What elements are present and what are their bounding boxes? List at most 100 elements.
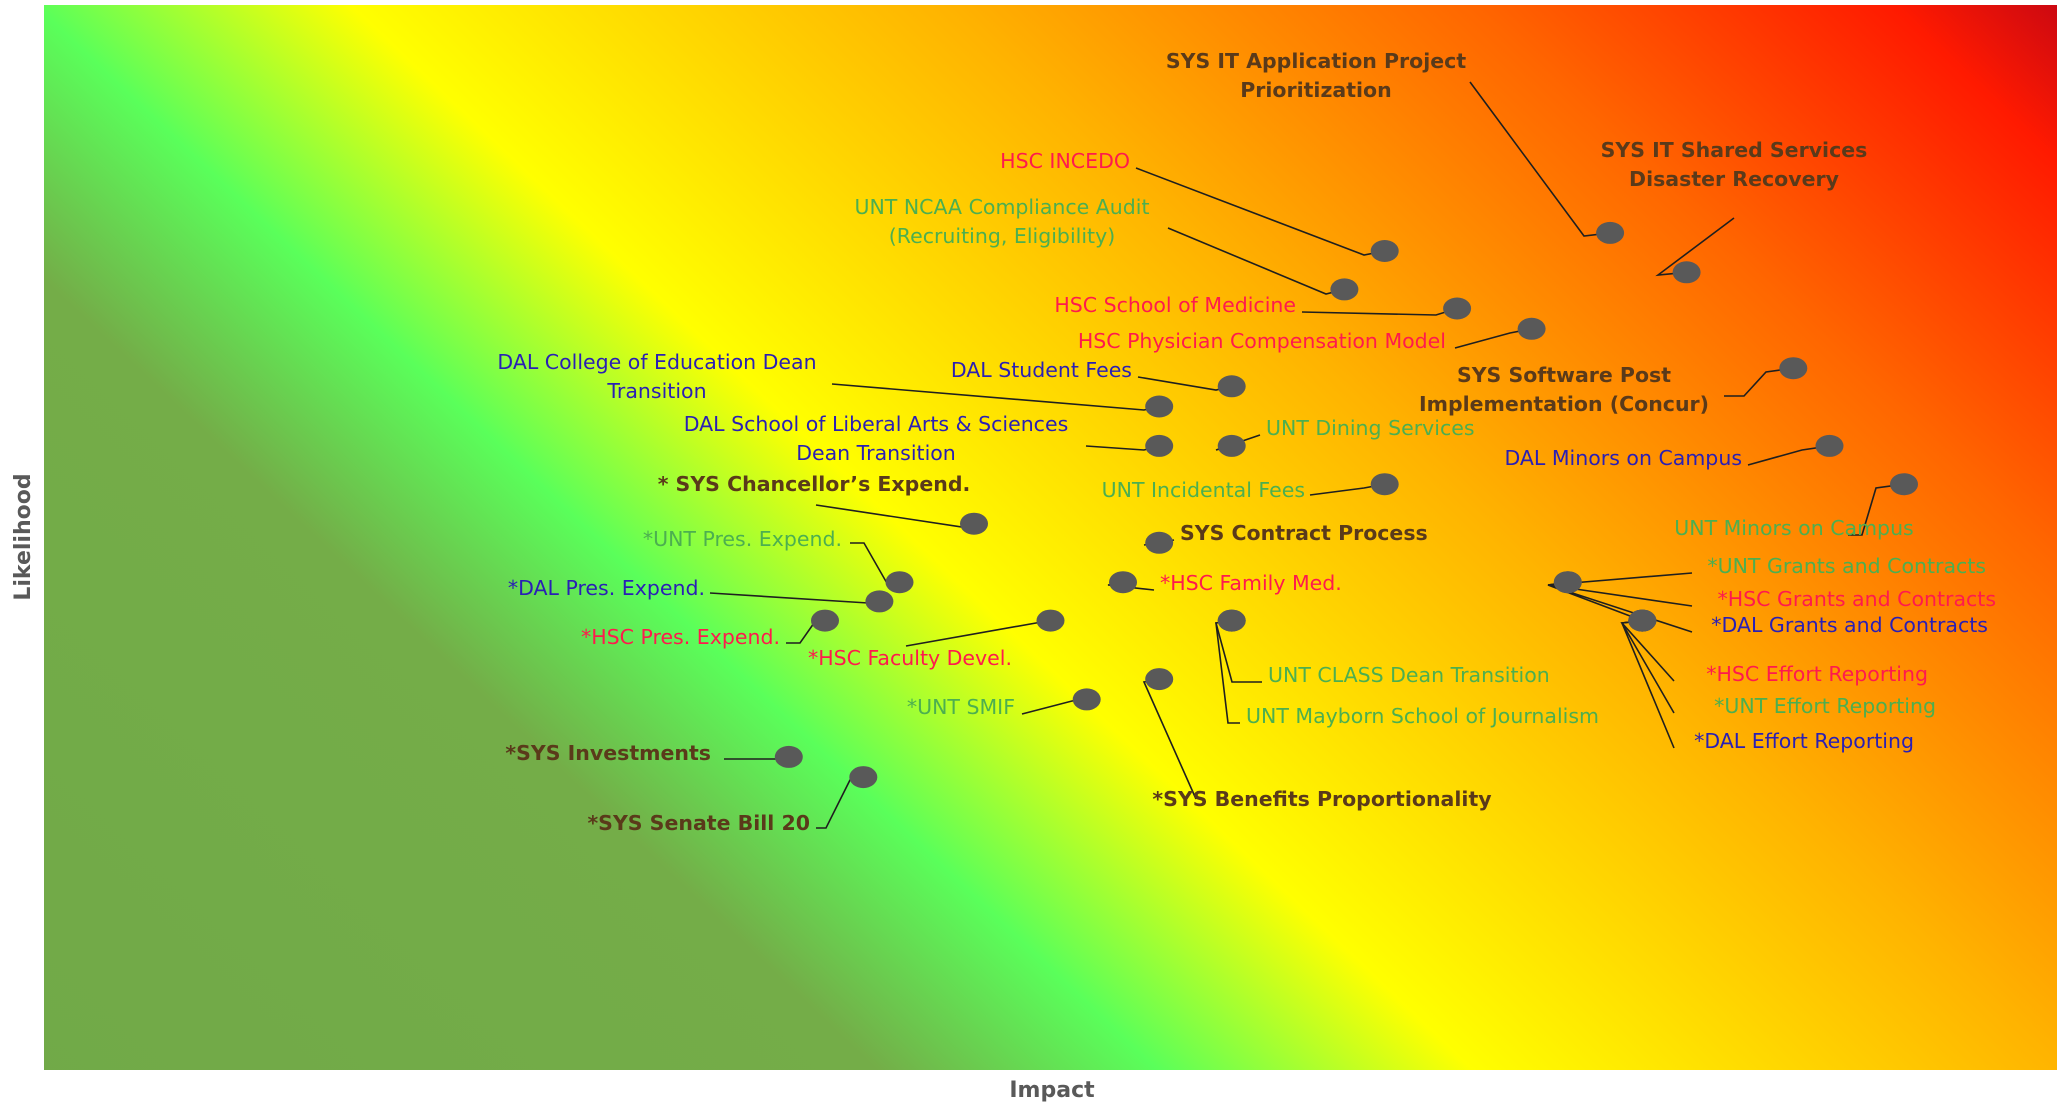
data-label-20: *HSC Grants and Contracts [1717,587,1996,611]
data-label-line: DAL College of Education Dean [497,350,816,374]
data-label-line: (Recruiting, Eligibility) [889,224,1115,248]
data-label-21: *DAL Grants and Contracts [1711,613,1988,637]
data-label-7: DAL College of Education Dean Transition [497,350,816,403]
data-label-line: *SYS Senate Bill 20 [587,811,810,835]
data-point-25[interactable] [1217,609,1246,632]
data-label-line: UNT Incidental Fees [1102,478,1305,502]
data-label-32: *SYS Senate Bill 20 [587,811,810,835]
x-axis-title: Impact [1009,1078,1095,1103]
data-label-29: *UNT SMIF [907,695,1015,719]
data-point-10[interactable] [1217,434,1246,457]
data-point-4[interactable] [1443,297,1472,320]
data-point-13[interactable] [1890,473,1918,496]
data-point-32[interactable] [849,766,878,789]
data-labels: SYS IT Application Project Prioritization… [497,49,1996,835]
data-point-5[interactable] [1517,317,1546,340]
data-label-line: DAL Minors on Campus [1504,446,1742,470]
data-label-line: UNT Mayborn School of Journalism [1246,704,1599,728]
data-label-line: UNT CLASS Dean Transition [1268,663,1550,687]
data-label-line: *HSC Grants and Contracts [1717,587,1996,611]
data-label-24: UNT CLASS Dean Transition [1268,663,1550,687]
data-point-29[interactable] [1072,688,1101,711]
data-label-26: *HSC Effort Reporting [1706,662,1928,686]
data-label-line: Prioritization [1240,78,1391,102]
heatmap-background [44,5,2057,1070]
data-label-line: *HSC Pres. Expend. [581,625,780,649]
data-label-30: *SYS Benefits Proportionality [1152,787,1491,811]
data-label-line: SYS Contract Process [1180,521,1428,545]
data-label-15: SYS Contract Process [1180,521,1428,545]
data-label-17: *DAL Pres. Expend. [508,576,705,600]
data-point-30[interactable] [1145,668,1174,691]
data-point-22[interactable] [811,609,839,632]
data-label-line: Transition [606,379,706,403]
data-label-line: HSC School of Medicine [1054,293,1296,317]
data-point-3[interactable] [1330,278,1359,301]
data-label-line: UNT NCAA Compliance Audit [854,195,1149,219]
data-label-line: UNT Minors on Campus [1674,516,1914,540]
data-point-11[interactable] [1815,434,1844,457]
data-label-line: *DAL Pres. Expend. [508,576,705,600]
data-label-line: DAL School of Liberal Arts & Sciences [684,412,1069,436]
data-label-11: DAL Minors on Campus [1504,446,1742,470]
data-label-16: *UNT Pres. Expend. [643,527,842,551]
data-point-1[interactable] [1672,261,1701,284]
data-label-line: *DAL Grants and Contracts [1711,613,1988,637]
data-label-line: *UNT SMIF [907,695,1015,719]
data-label-14: * SYS Chancellor’s Expend. [658,472,971,496]
data-point-12[interactable] [1370,473,1399,496]
data-label-4: HSC School of Medicine [1054,293,1296,317]
y-axis-title: Likelihood [11,473,36,600]
data-point-31[interactable] [774,745,803,768]
data-label-19: *UNT Grants and Contracts [1707,554,1986,578]
data-label-line: *HSC Effort Reporting [1706,662,1928,686]
data-label-line: *HSC Family Med. [1160,571,1342,595]
data-label-line: *HSC Faculty Devel. [808,646,1012,670]
data-point-8[interactable] [1217,375,1246,398]
data-label-23: *HSC Faculty Devel. [808,646,1012,670]
data-label-line: SYS IT Shared Services [1601,138,1868,162]
data-point-17[interactable] [865,590,894,613]
data-label-line: Disaster Recovery [1629,167,1839,191]
data-label-line: *SYS Investments [505,741,711,765]
data-label-8: DAL Student Fees [951,358,1132,382]
data-label-line: HSC Physician Compensation Model [1078,329,1446,353]
data-label-31: *SYS Investments [505,741,711,765]
data-point-15[interactable] [1145,531,1174,554]
data-point-6[interactable] [1779,357,1808,380]
data-label-line: *UNT Effort Reporting [1714,694,1936,718]
data-point-16[interactable] [885,571,914,594]
data-label-10: UNT Dining Services [1266,416,1475,440]
data-label-line: *SYS Benefits Proportionality [1152,787,1491,811]
data-label-12: UNT Incidental Fees [1102,478,1305,502]
data-label-line: *UNT Pres. Expend. [643,527,842,551]
data-label-line: Implementation (Concur) [1419,392,1709,416]
data-label-line: UNT Dining Services [1266,416,1475,440]
data-point-23[interactable] [1036,609,1065,632]
leader-line-13 [1848,483,1905,536]
data-label-27: *UNT Effort Reporting [1714,694,1936,718]
data-label-6: SYS Software Post Implementation (Concur) [1419,363,1709,416]
data-point-7[interactable] [1145,395,1174,418]
data-label-3: UNT NCAA Compliance Audit (Recruiting, El… [854,195,1149,248]
data-point-9[interactable] [1145,434,1174,457]
data-label-2: HSC INCEDO [1000,149,1130,173]
data-label-25: UNT Mayborn School of Journalism [1246,704,1599,728]
data-label-1: SYS IT Shared Services Disaster Recovery [1601,138,1868,191]
data-label-line: *UNT Grants and Contracts [1707,554,1986,578]
data-point-0[interactable] [1596,221,1625,244]
data-label-0: SYS IT Application Project Prioritization [1166,49,1466,102]
data-label-line: DAL Student Fees [951,358,1132,382]
data-label-13: UNT Minors on Campus [1674,516,1914,540]
data-point-20[interactable] [1553,571,1582,594]
data-point-18[interactable] [1109,571,1137,594]
data-label-line: * SYS Chancellor’s Expend. [658,472,971,496]
data-point-2[interactable] [1370,240,1399,262]
data-label-5: HSC Physician Compensation Model [1078,329,1446,353]
data-label-line: SYS Software Post [1457,363,1671,387]
data-label-line: SYS IT Application Project [1166,49,1466,73]
data-label-line: *DAL Effort Reporting [1694,729,1914,753]
data-point-28[interactable] [1628,609,1657,632]
data-point-14[interactable] [960,512,988,535]
